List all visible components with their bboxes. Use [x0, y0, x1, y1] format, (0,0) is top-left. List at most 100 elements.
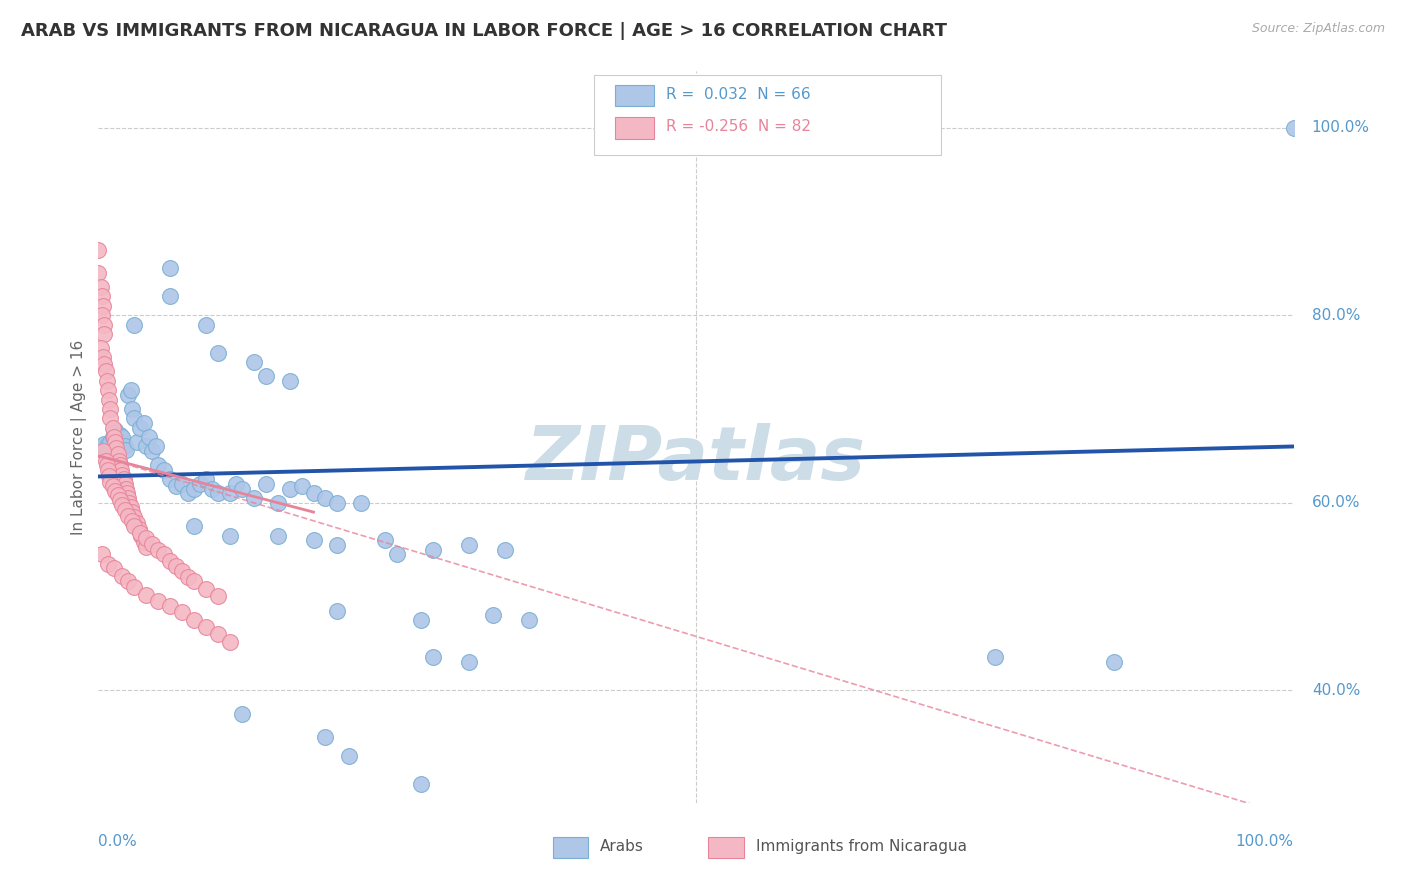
Point	[94, 364, 117, 378]
Point	[254, 369, 277, 384]
Point	[315, 730, 337, 744]
Point	[278, 482, 301, 496]
Point	[94, 453, 117, 467]
Point	[219, 528, 242, 542]
Point	[172, 564, 194, 578]
Point	[120, 500, 142, 515]
Point	[172, 477, 194, 491]
Point	[458, 538, 481, 552]
Point	[97, 383, 120, 397]
Point	[983, 650, 1005, 665]
Bar	[709, 838, 744, 858]
Point	[194, 318, 217, 332]
Text: Source: ZipAtlas.com: Source: ZipAtlas.com	[1251, 22, 1385, 36]
Point	[98, 434, 122, 449]
Point	[118, 496, 141, 510]
Point	[93, 357, 115, 371]
Point	[131, 528, 153, 542]
Point	[374, 533, 396, 548]
Point	[326, 603, 349, 617]
Point	[141, 444, 163, 458]
Point	[411, 777, 433, 791]
Point	[121, 515, 143, 529]
Point	[87, 266, 110, 280]
Point	[207, 345, 229, 359]
Point	[98, 469, 121, 483]
Point	[129, 420, 152, 434]
Point	[243, 491, 266, 505]
Point	[159, 289, 181, 303]
Point	[101, 479, 124, 493]
Point	[90, 280, 112, 294]
Point	[110, 463, 132, 477]
Point	[110, 434, 132, 449]
Point	[111, 430, 134, 444]
Point	[117, 508, 139, 523]
Point	[101, 420, 124, 434]
Point	[124, 509, 146, 524]
Point	[207, 590, 229, 604]
Point	[114, 440, 136, 454]
Point	[103, 430, 125, 444]
Point	[90, 341, 112, 355]
Point	[94, 442, 117, 457]
Point	[105, 432, 128, 446]
Point	[243, 355, 266, 369]
Point	[103, 425, 125, 440]
Point	[96, 458, 118, 473]
Point	[125, 434, 148, 449]
Point	[104, 423, 127, 437]
Point	[107, 444, 129, 458]
Point	[120, 383, 142, 397]
Point	[107, 453, 129, 467]
Point	[108, 458, 131, 473]
Point	[96, 440, 118, 454]
Point	[117, 574, 139, 589]
Point	[290, 479, 312, 493]
Point	[91, 289, 114, 303]
Text: 40.0%: 40.0%	[1312, 682, 1360, 698]
Bar	[614, 85, 654, 106]
Point	[267, 496, 290, 510]
Point	[177, 570, 200, 584]
Point	[115, 443, 138, 458]
Text: 60.0%: 60.0%	[1312, 495, 1360, 510]
Point	[201, 482, 224, 496]
Point	[124, 318, 146, 332]
Text: Arabs: Arabs	[600, 839, 644, 855]
Point	[231, 482, 253, 496]
Point	[101, 430, 124, 444]
Point	[194, 472, 217, 486]
Point	[326, 538, 349, 552]
Point	[91, 442, 114, 456]
Point	[494, 542, 516, 557]
Point	[188, 477, 211, 491]
Point	[108, 492, 131, 507]
Text: R =  0.032  N = 66: R = 0.032 N = 66	[666, 87, 811, 103]
Point	[153, 547, 176, 561]
Point	[121, 505, 143, 519]
Point	[117, 388, 139, 402]
Point	[278, 374, 301, 388]
Point	[159, 472, 181, 486]
Point	[98, 475, 122, 489]
Point	[1282, 120, 1305, 135]
Point	[125, 516, 148, 531]
Point	[145, 440, 167, 454]
Point	[98, 450, 122, 465]
Point	[135, 532, 157, 546]
Point	[194, 582, 217, 596]
Y-axis label: In Labor Force | Age > 16: In Labor Force | Age > 16	[72, 340, 87, 534]
Text: R = -0.256  N = 82: R = -0.256 N = 82	[666, 120, 811, 135]
Point	[148, 594, 170, 608]
Point	[112, 472, 135, 486]
Point	[165, 479, 187, 493]
Point	[91, 444, 114, 458]
Point	[183, 519, 205, 533]
Point	[183, 613, 205, 627]
Point	[103, 561, 125, 575]
Point	[132, 535, 155, 549]
Point	[231, 706, 253, 721]
Point	[385, 547, 409, 561]
Point	[111, 467, 134, 482]
